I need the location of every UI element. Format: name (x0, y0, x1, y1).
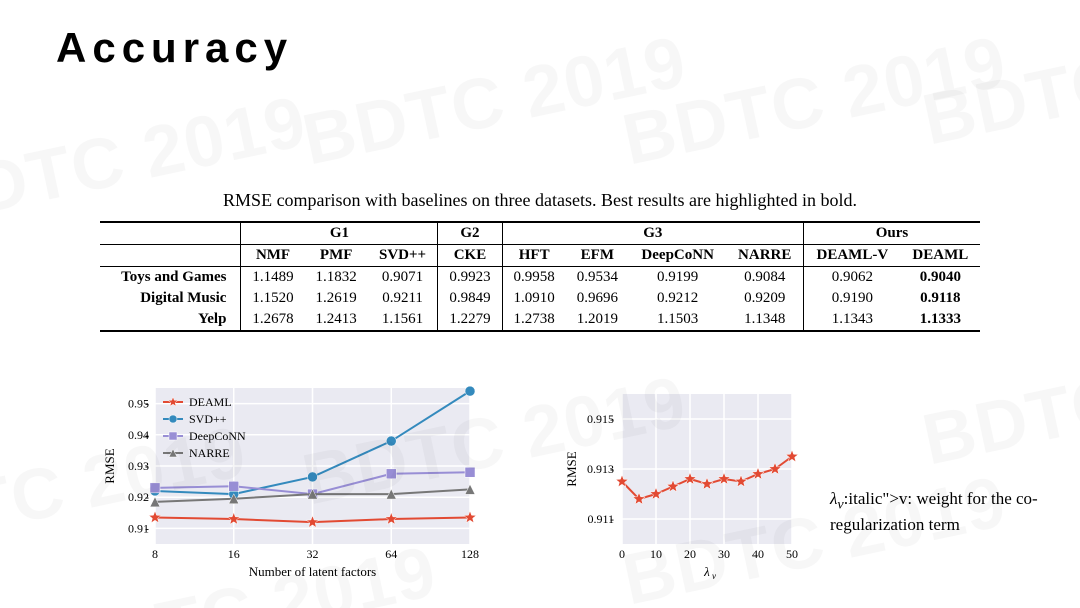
chart1-svg: 0.91 -0.92 -0.93 -0.94 -0.95 -8163264128… (100, 380, 480, 580)
watermark: BDTC 2019 (616, 20, 1014, 181)
table-cell: 1.0910 (502, 288, 566, 309)
svg-text:30: 30 (718, 547, 730, 561)
svg-text:RMSE: RMSE (102, 448, 117, 483)
rmse-table-wrap: RMSE comparison with baselines on three … (100, 190, 980, 332)
table-cell: 0.9084 (726, 267, 803, 289)
row-label: Toys and Games (100, 267, 241, 289)
col-header: DEAML-V (803, 245, 900, 267)
slide-title: Accuracy (56, 24, 293, 72)
svg-text:DeepCoNN: DeepCoNN (189, 429, 246, 443)
table-cell: 1.1503 (629, 309, 727, 331)
col-header: PMF (305, 245, 368, 267)
svg-text:DEAML: DEAML (189, 395, 232, 409)
svg-text:0: 0 (619, 547, 625, 561)
table-cell: 1.2019 (566, 309, 629, 331)
col-header: CKE (438, 245, 502, 267)
table-cell: 0.9534 (566, 267, 629, 289)
table-cell: 0.9212 (629, 288, 727, 309)
svg-text:-: - (610, 512, 614, 526)
svg-text:-: - (145, 428, 149, 442)
table-cell: 0.9209 (726, 288, 803, 309)
svg-text:SVD++: SVD++ (189, 412, 227, 426)
watermark: BDTC 2019 (916, 0, 1080, 161)
table-cell: 1.1561 (368, 309, 438, 331)
svg-text:64: 64 (385, 547, 397, 561)
rmse-table: G1 G2 G3 Ours NMFPMFSVD++CKEHFTEFMDeepCo… (100, 221, 980, 332)
svg-text:v: v (712, 571, 716, 580)
chart-lambda: 0.911 -0.913 -0.915 -01020304050λvRMSE (560, 380, 800, 580)
table-cell: 0.9696 (566, 288, 629, 309)
svg-text:Number of latent factors: Number of latent factors (249, 564, 376, 579)
svg-text:-: - (145, 459, 149, 473)
table-cell: 0.9199 (629, 267, 727, 289)
row-label: Digital Music (100, 288, 241, 309)
svg-text:32: 32 (307, 547, 319, 561)
col-header: EFM (566, 245, 629, 267)
col-group: G1 (241, 222, 438, 245)
svg-text:-: - (145, 397, 149, 411)
table-cell: 0.9040 (901, 267, 980, 289)
table-cell: 0.9849 (438, 288, 502, 309)
row-label: Yelp (100, 309, 241, 331)
col-group: G3 (502, 222, 803, 245)
svg-text:NARRE: NARRE (189, 446, 230, 460)
chart-latent-factors: 0.91 -0.92 -0.93 -0.94 -0.95 -8163264128… (100, 380, 480, 580)
watermark: BDTC 2019 (916, 320, 1080, 481)
table-cell: 1.2413 (305, 309, 368, 331)
table-cell: 1.1333 (901, 309, 980, 331)
table-cell: 1.2619 (305, 288, 368, 309)
table-cell: 0.9190 (803, 288, 900, 309)
table-cell: 1.1348 (726, 309, 803, 331)
table-cell: 1.1520 (241, 288, 305, 309)
col-header: DeepCoNN (629, 245, 727, 267)
table-caption: RMSE comparison with baselines on three … (100, 190, 980, 211)
col-header: DEAML (901, 245, 980, 267)
chart2-svg: 0.911 -0.913 -0.915 -01020304050λvRMSE (560, 380, 800, 580)
table-cell: 0.9118 (901, 288, 980, 309)
svg-text:128: 128 (461, 547, 479, 561)
table-cell: 1.2738 (502, 309, 566, 331)
svg-text:8: 8 (152, 547, 158, 561)
svg-text:40: 40 (752, 547, 764, 561)
svg-text:10: 10 (650, 547, 662, 561)
svg-text:λ: λ (703, 564, 710, 579)
table-cell: 1.2678 (241, 309, 305, 331)
svg-text:-: - (610, 462, 614, 476)
col-group: Ours (803, 222, 980, 245)
table-cell: 1.1343 (803, 309, 900, 331)
col-header: HFT (502, 245, 566, 267)
table-cell: 0.9062 (803, 267, 900, 289)
svg-text:-: - (145, 490, 149, 504)
table-cell: 1.1832 (305, 267, 368, 289)
col-header: NMF (241, 245, 305, 267)
table-cell: 0.9071 (368, 267, 438, 289)
svg-text:20: 20 (684, 547, 696, 561)
svg-text:-: - (145, 521, 149, 535)
lambda-note: λv:italic">v: weight for the co-regulari… (830, 488, 1050, 535)
svg-text:RMSE: RMSE (564, 451, 579, 486)
table-cell: 1.1489 (241, 267, 305, 289)
col-group: G2 (438, 222, 502, 245)
table-cell: 1.2279 (438, 309, 502, 331)
svg-text:-: - (610, 412, 614, 426)
svg-text:16: 16 (228, 547, 240, 561)
table-cell: 0.9923 (438, 267, 502, 289)
table-cell: 0.9211 (368, 288, 438, 309)
table-cell: 0.9958 (502, 267, 566, 289)
svg-text:50: 50 (786, 547, 798, 561)
watermark: BDTC 2019 (296, 20, 694, 181)
col-header: SVD++ (368, 245, 438, 267)
col-header: NARRE (726, 245, 803, 267)
